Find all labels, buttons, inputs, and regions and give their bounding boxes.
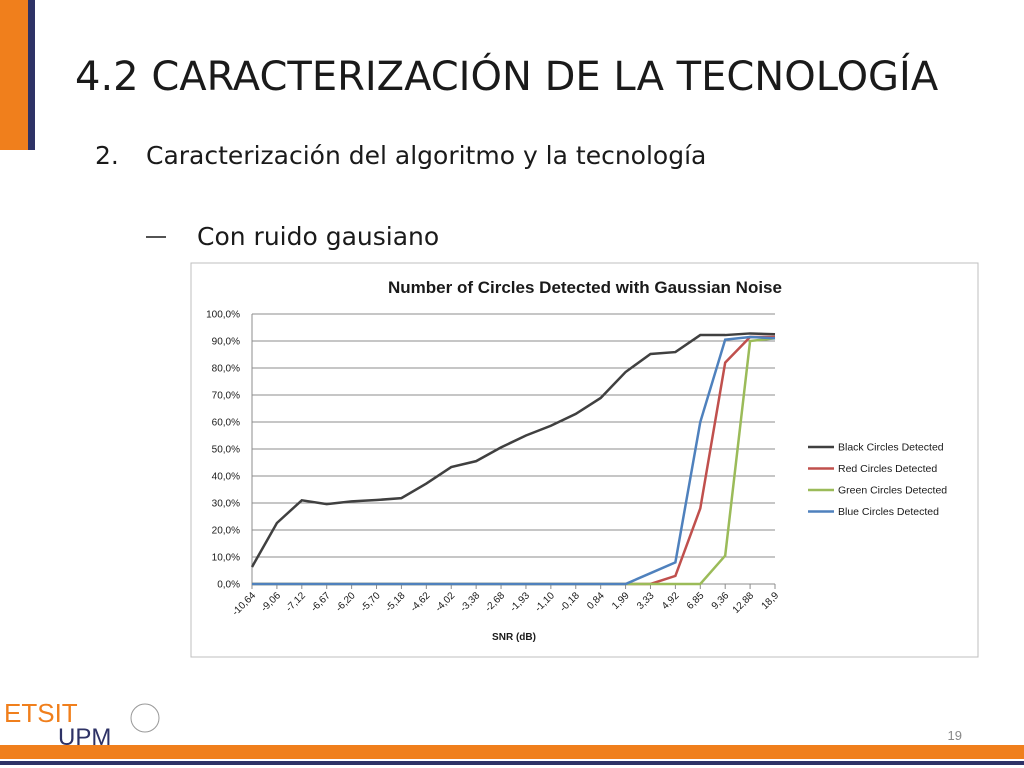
y-tick-label: 90,0% [212, 337, 240, 348]
accent-bar [0, 0, 28, 150]
page-number: 19 [948, 728, 962, 743]
y-tick-label: 10,0% [212, 553, 240, 564]
bullet-number: 2. [95, 141, 119, 170]
accent-bar-dark [28, 0, 35, 150]
legend-label: Red Circles Detected [838, 463, 937, 475]
chart-title: Number of Circles Detected with Gaussian… [388, 278, 782, 297]
footer-line [0, 761, 1024, 765]
legend-label: Black Circles Detected [838, 442, 944, 454]
y-tick-label: 30,0% [212, 499, 240, 510]
x-axis-label: SNR (dB) [492, 632, 536, 643]
y-tick-label: 100,0% [206, 310, 240, 321]
legend-label: Green Circles Detected [838, 485, 947, 497]
y-tick-label: 60,0% [212, 418, 240, 429]
footer-bar [0, 745, 1024, 759]
y-tick-label: 40,0% [212, 472, 240, 483]
crest [130, 703, 160, 733]
y-tick-label: 70,0% [212, 391, 240, 402]
slide-title: 4.2 CARACTERIZACIÓN DE LA TECNOLOGÍA [75, 52, 939, 100]
series-line [250, 332, 776, 568]
series-line [252, 335, 776, 586]
sub-bullet: Con ruido gausiano [197, 222, 439, 251]
y-tick-label: 20,0% [212, 526, 240, 537]
logo-top: ETSIT [4, 698, 78, 728]
y-tick-label: 0,0% [217, 580, 240, 591]
legend-label: Blue Circles Detected [838, 506, 939, 518]
y-tick-label: 80,0% [212, 364, 240, 375]
y-tick-label: 50,0% [212, 445, 240, 456]
bullet-text: Caracterización del algoritmo y la tecno… [146, 141, 706, 170]
chart-frame [190, 262, 979, 658]
